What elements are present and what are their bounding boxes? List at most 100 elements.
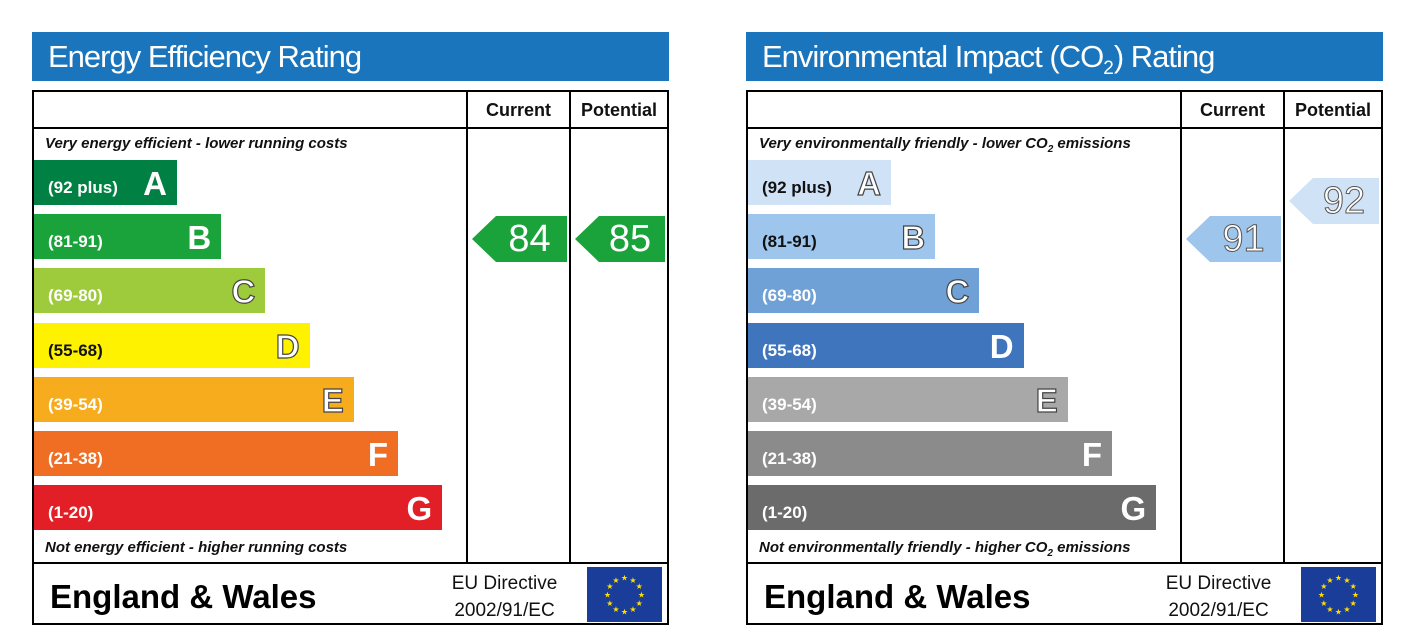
flag-star-icon: ★ (1320, 582, 1327, 591)
flag-star-icon: ★ (621, 608, 628, 617)
flag-star-icon: ★ (1350, 599, 1357, 608)
rating-band-f: (21-38) F (748, 431, 1112, 476)
directive-line-2: 2002/91/EC (1168, 600, 1269, 621)
current-rating-pointer: 84 (472, 216, 567, 263)
rating-band-a: (92 plus) A (34, 160, 177, 205)
band-letter: D (989, 327, 1014, 365)
current-rating-pointer: 91 (1186, 216, 1281, 263)
rating-band-d: (55-68) D (748, 322, 1024, 368)
flag-star-icon: ★ (636, 599, 643, 608)
region-label: England & Wales (764, 578, 1031, 615)
band-letter: B (901, 219, 926, 257)
pointer-arrow-icon (1186, 216, 1281, 263)
band-range-label: (21-38) (48, 449, 103, 468)
flag-star-icon: ★ (621, 574, 628, 583)
band-range-label: (39-54) (48, 394, 103, 414)
directive-line-1: EU Directive (1165, 573, 1272, 594)
rating-band-e: (39-54) E (748, 376, 1068, 422)
flag-star-icon: ★ (1343, 576, 1350, 585)
rating-band-c: (69-80) C (34, 268, 266, 314)
band-range-label: (92 plus) (48, 178, 118, 197)
eu-flag-icon: ★ ★★★★★★★★★★★ (587, 567, 662, 622)
pointer-arrow-icon (575, 216, 665, 263)
band-letter: E (321, 381, 344, 419)
band-letter: C (231, 273, 256, 311)
band-range-label: (1-20) (48, 503, 94, 523)
rating-band-f: (21-38) F (34, 431, 398, 476)
column-potential-header: Potential (580, 100, 657, 120)
flag-star-icon: ★ (1350, 582, 1357, 591)
band-range-label: (69-80) (762, 286, 817, 306)
band-range-label: (92 plus) (762, 178, 832, 197)
flag-star-icon: ★ (1326, 576, 1333, 585)
rating-band-b: (81-91) B (748, 214, 936, 260)
band-letter: B (187, 219, 212, 257)
flag-star-icon: ★ (1352, 591, 1359, 600)
rating-band-g: (1-20) G (748, 485, 1157, 531)
column-potential-header: Potential (1294, 100, 1371, 120)
band-range-label: (55-68) (48, 340, 103, 360)
band-range-label: (81-91) (48, 232, 103, 252)
pointer-arrow-icon (1289, 178, 1379, 224)
pointer-arrow-icon (472, 216, 567, 263)
potential-rating-pointer: 92 (1289, 178, 1379, 224)
potential-rating-pointer: 85 (575, 216, 665, 263)
rating-band-c: (69-80) C (748, 268, 980, 314)
column-current-header: Current (485, 100, 551, 120)
chart-title: Environmental Impact (CO2) Rating (746, 32, 1383, 81)
band-range-label: (39-54) (762, 394, 817, 414)
potential-rating-pointer-value: 85 (608, 218, 652, 261)
top-note: Very energy efficient - lower running co… (45, 135, 348, 152)
band-letter: F (1081, 436, 1102, 473)
flag-star-icon: ★ (612, 576, 619, 585)
flag-background (587, 567, 662, 622)
flag-star-icon: ★ (606, 582, 613, 591)
band-letter: E (1035, 381, 1058, 419)
energy-efficiency-panel: Energy Efficiency Rating Current Potenti… (32, 32, 669, 625)
band-letter: A (857, 164, 882, 202)
eu-directive: EU Directive 2002/91/EC (1156, 570, 1281, 624)
flag-star-icon: ★ (1335, 608, 1342, 617)
directive-line-2: 2002/91/EC (454, 600, 555, 621)
flag-star-icon: ★ (638, 591, 645, 600)
rating-band-e: (39-54) E (34, 376, 354, 422)
band-range-label: (81-91) (762, 232, 817, 252)
environmental-impact-panel: Environmental Impact (CO2) Rating Curren… (746, 32, 1383, 625)
flag-star-icon: ★ (629, 605, 636, 614)
band-range-label: (69-80) (48, 286, 103, 306)
band-range-label: (21-38) (762, 449, 817, 468)
flag-star-icon: ★ (612, 605, 619, 614)
flag-background (1301, 567, 1376, 622)
directive-line-1: EU Directive (451, 573, 558, 594)
eu-flag-icon: ★ ★★★★★★★★★★★ (1301, 567, 1376, 622)
band-range-label: (55-68) (762, 340, 817, 360)
region-label: England & Wales (50, 578, 317, 615)
current-rating-pointer-value: 91 (1222, 218, 1265, 261)
band-letter: A (143, 165, 167, 202)
band-letter: G (406, 490, 433, 528)
bottom-note: Not environmentally friendly - higher CO… (759, 539, 1131, 559)
flag-star-icon: ★ (1343, 605, 1350, 614)
rating-frame: Current Potential Very environmentally f… (746, 90, 1383, 625)
potential-rating-pointer-value: 92 (1322, 180, 1366, 223)
band-range-label: (1-20) (762, 503, 808, 523)
flag-star-icon: ★ (1320, 599, 1327, 608)
flag-star-icon: ★ (1318, 591, 1325, 600)
flag-star-icon: ★ (1335, 574, 1342, 583)
flag-star-icon: ★ (606, 599, 613, 608)
flag-star-icon: ★ (604, 591, 611, 600)
current-rating-pointer-value: 84 (508, 218, 551, 261)
rating-frame: Current Potential Very energy efficient … (32, 90, 669, 625)
rating-band-g: (1-20) G (34, 485, 443, 531)
rating-band-b: (81-91) B (34, 214, 222, 260)
column-current-header: Current (1199, 100, 1265, 120)
band-letter: D (275, 327, 300, 365)
rating-band-d: (55-68) D (34, 322, 310, 368)
flag-star-icon: ★ (1326, 605, 1333, 614)
bottom-note: Not energy efficient - higher running co… (45, 539, 348, 556)
band-letter: C (945, 273, 970, 311)
chart-title: Energy Efficiency Rating (32, 32, 669, 81)
flag-star-icon: ★ (636, 582, 643, 591)
band-letter: G (1120, 490, 1147, 528)
rating-band-a: (92 plus) A (748, 160, 891, 205)
